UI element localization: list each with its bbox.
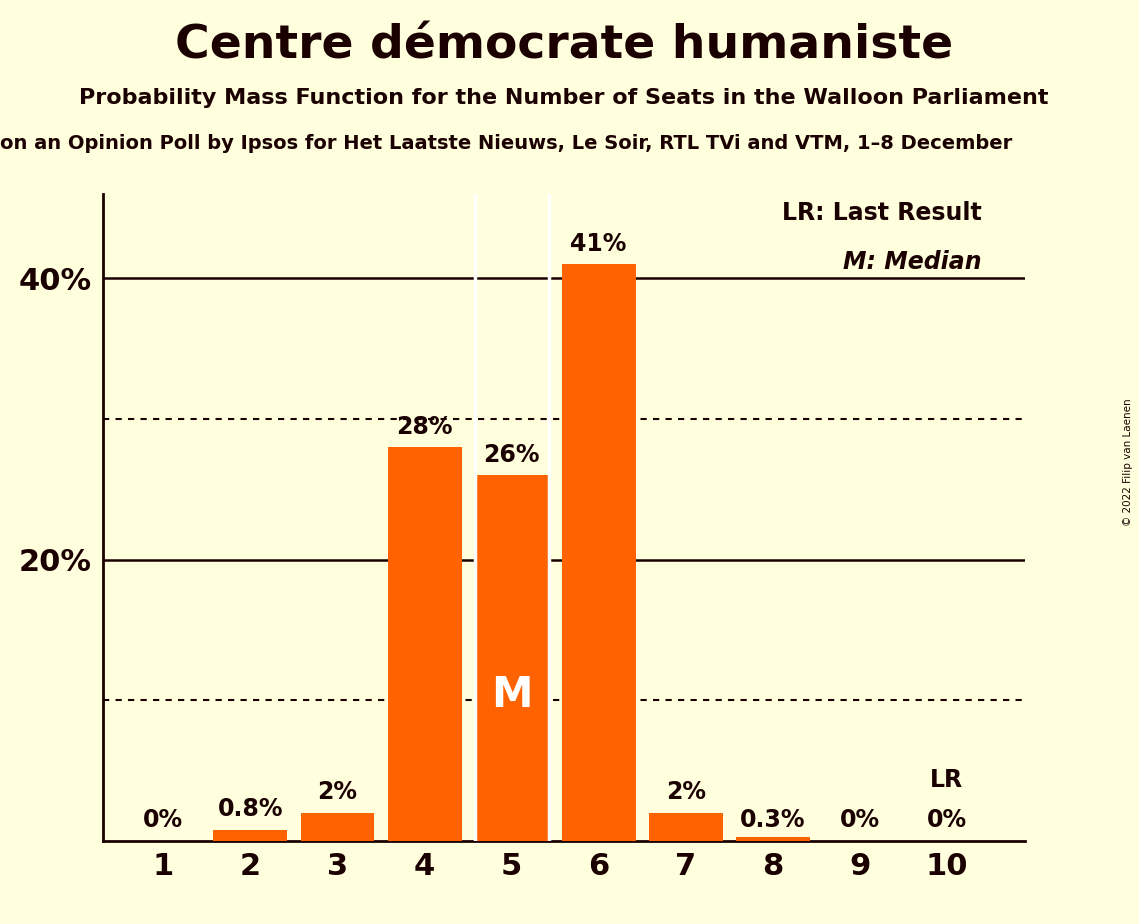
Text: on an Opinion Poll by Ipsos for Het Laatste Nieuws, Le Soir, RTL TVi and VTM, 1–: on an Opinion Poll by Ipsos for Het Laat… (0, 134, 1013, 153)
Text: 0.8%: 0.8% (218, 797, 284, 821)
Text: M: M (491, 674, 532, 715)
Text: 0%: 0% (839, 808, 879, 833)
Bar (562, 264, 636, 841)
Text: 0%: 0% (144, 808, 183, 833)
Text: 41%: 41% (571, 232, 626, 256)
Text: LR: LR (931, 768, 964, 792)
Text: 0.3%: 0.3% (740, 808, 805, 833)
Text: 2%: 2% (318, 780, 358, 804)
Text: 28%: 28% (396, 415, 453, 439)
Bar (213, 830, 287, 841)
Bar (736, 836, 810, 841)
Text: 26%: 26% (483, 443, 540, 467)
Bar (301, 813, 375, 841)
Bar (387, 447, 461, 841)
Bar (649, 813, 722, 841)
Text: 2%: 2% (665, 780, 706, 804)
Text: LR: Last Result: LR: Last Result (781, 201, 982, 225)
Bar (475, 475, 549, 841)
Text: Probability Mass Function for the Number of Seats in the Walloon Parliament: Probability Mass Function for the Number… (79, 88, 1049, 108)
Text: © 2022 Filip van Laenen: © 2022 Filip van Laenen (1123, 398, 1133, 526)
Text: Centre démocrate humaniste: Centre démocrate humaniste (174, 23, 953, 68)
Text: M: Median: M: Median (843, 250, 982, 274)
Text: 0%: 0% (927, 808, 967, 833)
